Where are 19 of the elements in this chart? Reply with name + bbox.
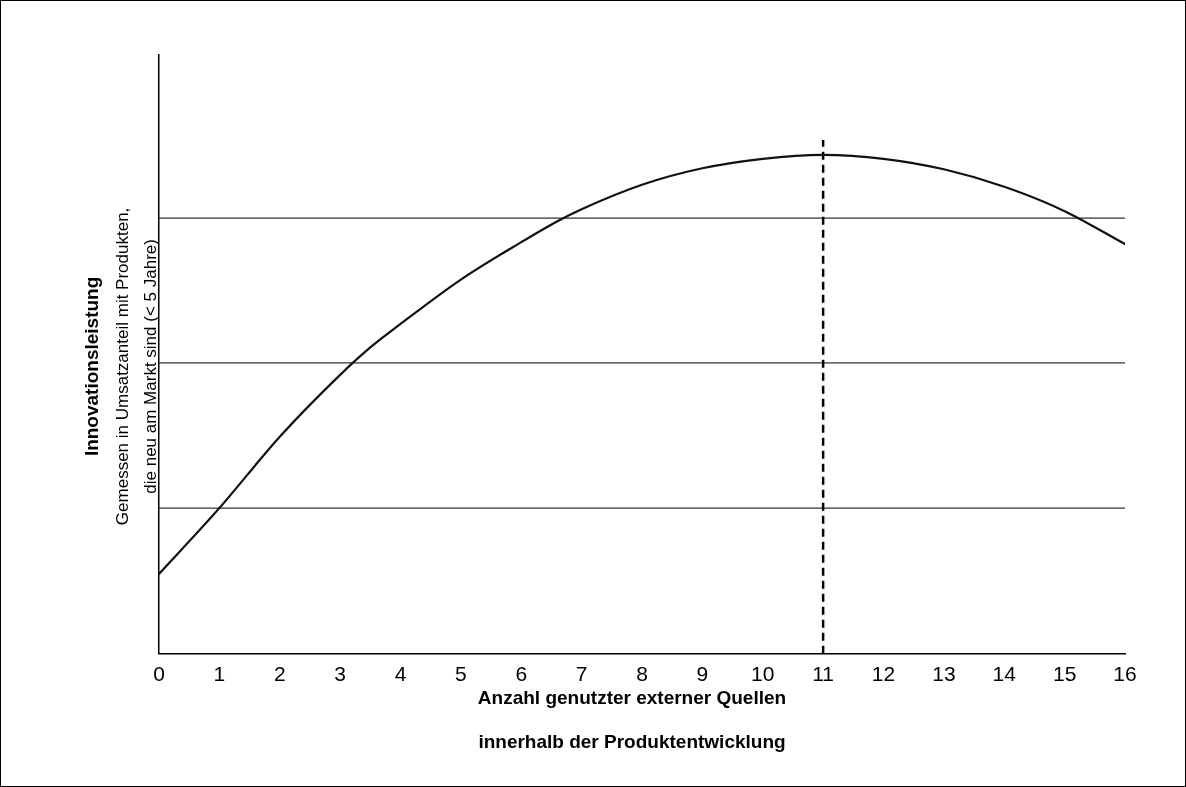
x-tick-label: 2 xyxy=(273,662,286,686)
x-tick-label: 9 xyxy=(696,662,709,686)
x-tick-label: 10 xyxy=(751,662,775,686)
text: Anzahl genutzter externer Quellen innerhalb der Produktentwicklung xyxy=(477,687,787,753)
x-tick-label: 5 xyxy=(455,662,467,686)
x-tick-label: 15 xyxy=(1052,662,1077,686)
x-tick-label: 16 xyxy=(1113,662,1137,686)
x-tick-label: 14 xyxy=(992,662,1017,686)
x-tick-label: 11 xyxy=(812,662,835,686)
x-tick-label: 12 xyxy=(871,662,896,686)
x-tick-label: 0 xyxy=(153,662,165,686)
x-tick-label: 13 xyxy=(932,662,956,686)
x-tick-label: 4 xyxy=(394,662,407,686)
x-tick-label: 1 xyxy=(213,662,226,686)
x-tick-label: 3 xyxy=(334,662,346,686)
x-tick-label: 7 xyxy=(575,662,588,686)
y-axis-title: Innovationsleistung Gemessen in Umsatzanteil mit Produkten, die neu am Markt sind (< 5 Jahre) xyxy=(81,207,160,526)
x-tick-label: 6 xyxy=(515,662,528,686)
x-tick-label: 8 xyxy=(636,662,648,686)
